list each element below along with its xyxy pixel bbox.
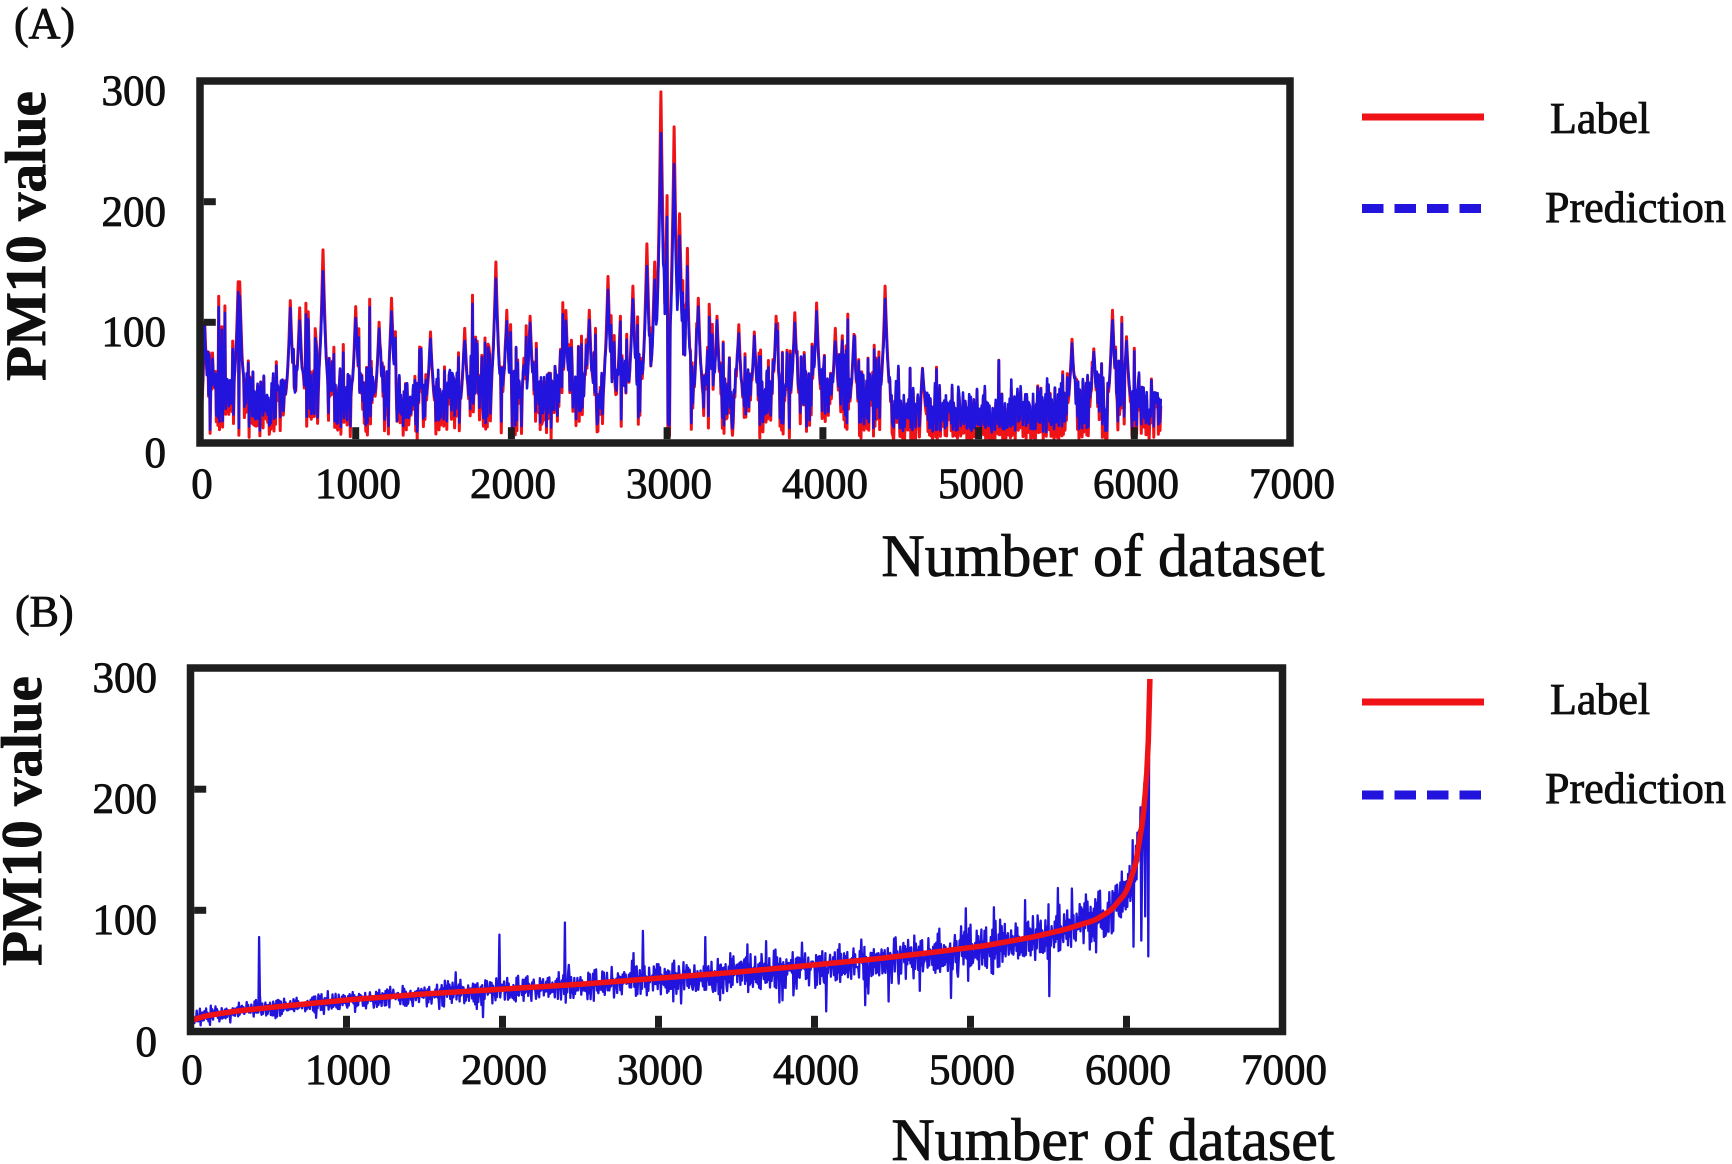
svg-text:4000: 4000 (782, 461, 868, 508)
svg-text:200: 200 (102, 189, 167, 236)
svg-text:6000: 6000 (1093, 461, 1179, 508)
svg-text:Number of dataset: Number of dataset (881, 523, 1325, 589)
svg-text:5000: 5000 (938, 461, 1024, 508)
svg-text:0: 0 (181, 1047, 203, 1094)
svg-text:6000: 6000 (1085, 1047, 1171, 1094)
svg-text:100: 100 (93, 897, 158, 944)
svg-text:Prediction: Prediction (1545, 764, 1726, 813)
svg-text:0: 0 (145, 430, 167, 477)
svg-text:1000: 1000 (305, 1047, 391, 1094)
svg-text:Prediction: Prediction (1545, 183, 1726, 232)
svg-text:5000: 5000 (929, 1047, 1015, 1094)
svg-text:2000: 2000 (470, 461, 556, 508)
svg-text:200: 200 (93, 776, 158, 823)
svg-text:Label: Label (1550, 675, 1650, 724)
svg-text:1000: 1000 (315, 461, 401, 508)
svg-text:Label: Label (1550, 94, 1650, 143)
svg-text:Number of dataset: Number of dataset (891, 1107, 1335, 1164)
svg-text:3000: 3000 (626, 461, 712, 508)
svg-text:100: 100 (102, 309, 167, 356)
svg-text:2000: 2000 (461, 1047, 547, 1094)
svg-text:(B): (B) (15, 587, 74, 636)
svg-text:7000: 7000 (1241, 1047, 1327, 1094)
svg-text:0: 0 (191, 461, 213, 508)
svg-text:PM10 value: PM10 value (0, 676, 54, 966)
svg-text:(A): (A) (14, 0, 75, 48)
svg-text:3000: 3000 (617, 1047, 703, 1094)
svg-text:0: 0 (136, 1019, 158, 1066)
svg-text:7000: 7000 (1249, 461, 1335, 508)
svg-text:300: 300 (93, 655, 158, 702)
svg-text:300: 300 (102, 68, 167, 115)
svg-text:4000: 4000 (773, 1047, 859, 1094)
svg-text:PM10 value: PM10 value (0, 91, 58, 381)
